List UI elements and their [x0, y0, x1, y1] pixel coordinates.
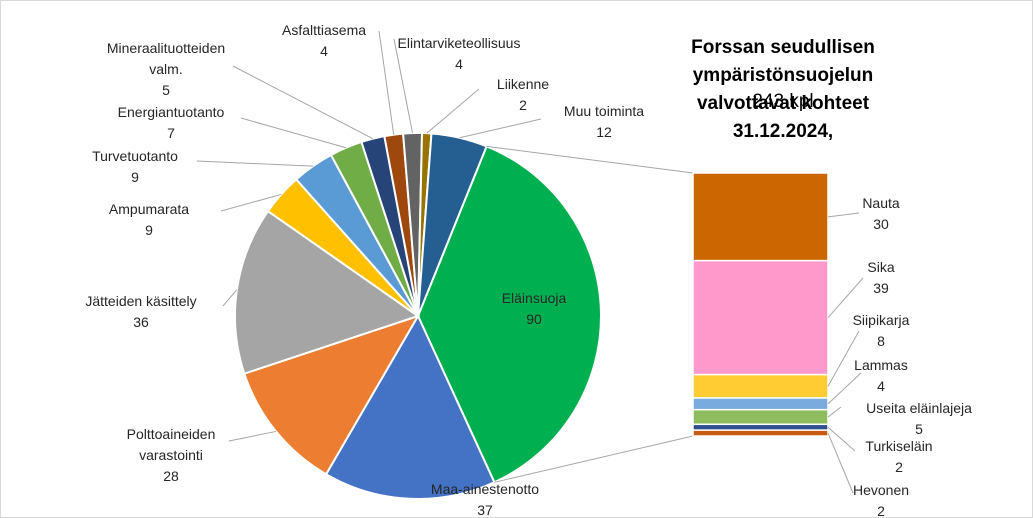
label-value: 4 [455, 56, 463, 72]
bar-segment [692, 172, 829, 262]
bar-label: Sika 39 [867, 257, 894, 299]
label-name: Lammas [854, 357, 908, 373]
bar-label: Useita eläinlajeja 5 [866, 398, 972, 440]
bar-label: Nauta 30 [862, 193, 899, 235]
label-value: 5 [915, 421, 923, 437]
leader-line [378, 30, 395, 135]
leader-line [827, 432, 854, 494]
label-name: Liikenne [496, 76, 550, 92]
bar-segment [692, 423, 829, 431]
leader-line [459, 118, 542, 139]
label-name: Turvetuotanto [92, 148, 178, 164]
leader-line [426, 88, 480, 134]
bar-label: Lammas 4 [854, 355, 908, 397]
pie-slice [243, 314, 421, 476]
label-name: Maa-ainestenotto [430, 481, 540, 497]
leader-line [222, 289, 238, 307]
leader-line [240, 117, 347, 149]
slice-label: Mineraalituotteiden valm. 5 [107, 38, 225, 101]
label-value: 36 [133, 314, 149, 330]
chart-subtitle: 243 kpl [752, 91, 814, 112]
leader-line [827, 372, 862, 405]
slice-label-inside: Eläinsuoja 90 [502, 288, 567, 330]
pie-slice [324, 313, 496, 500]
label-value: 37 [477, 502, 493, 518]
label-name: Hevonen [852, 482, 910, 498]
label-name: Sika [867, 259, 895, 275]
connector-line [486, 145, 694, 174]
slice-label: Elintarviketeollisuus 4 [398, 33, 521, 75]
label-value: 2 [877, 503, 885, 518]
label-value: 28 [163, 468, 179, 484]
bar-segment [692, 259, 829, 376]
connector-line [494, 435, 694, 483]
bar-segment [692, 408, 829, 426]
slice-label: Energiantuotanto 7 [118, 102, 225, 144]
bar-label: Turkiseläin 2 [865, 436, 932, 478]
label-name: Nauta [862, 195, 900, 211]
label-name: Mineraalituotteiden valm. [106, 40, 226, 77]
label-value: 7 [167, 125, 175, 141]
leader-line [232, 65, 374, 140]
label-name: Jätteiden käsittely [85, 293, 197, 309]
bar-segment [692, 429, 829, 437]
label-name: Turkiseläin [865, 438, 933, 454]
label-value: 4 [320, 43, 328, 59]
leader-line [196, 160, 313, 167]
bar-segment [692, 397, 829, 411]
label-value: 90 [526, 311, 542, 327]
label-value: 9 [145, 222, 153, 238]
slice-label: Jätteiden käsittely 36 [85, 291, 196, 333]
slice-label: Maa-ainestenotto 37 [430, 479, 540, 518]
label-value: 2 [895, 459, 903, 475]
label-name: Useita eläinlajeja [866, 400, 972, 416]
label-value: 30 [873, 216, 889, 232]
label-name: Energiantuotanto [117, 104, 225, 120]
label-value: 39 [873, 280, 889, 296]
label-name: Ampumarata [108, 201, 190, 217]
leader-line [827, 330, 860, 387]
bar-segment [692, 373, 829, 399]
slice-label: Polttoaineiden varastointi 28 [127, 424, 216, 487]
slice-label: Liikenne 2 [497, 74, 549, 116]
label-name: Muu toiminta [563, 103, 645, 119]
leader-line [827, 426, 856, 452]
slice-label: Ampumarata 9 [109, 199, 189, 241]
pie-slice [416, 145, 602, 484]
leader-line [228, 430, 277, 442]
leader-line [393, 38, 414, 134]
label-name: Siipikarja [852, 312, 910, 328]
bar-label: Siipikarja 8 [853, 310, 910, 352]
label-value: 12 [596, 124, 612, 140]
label-value: 8 [877, 333, 885, 349]
pie-slice [417, 132, 488, 317]
slice-label: Turvetuotanto 9 [92, 146, 178, 188]
label-value: 2 [519, 97, 527, 113]
slice-label: Muu toiminta 12 [564, 101, 644, 143]
bar-label: Hevonen 2 [852, 480, 910, 518]
leader-line [827, 277, 864, 318]
label-name: Eläinsuoja [501, 290, 567, 306]
label-name: Asfalttiasema [281, 22, 367, 38]
label-name: Elintarviketeollisuus [397, 35, 521, 51]
chart-title: Forssan seudullisen ympäristönsuojelun v… [691, 37, 875, 142]
label-name: Polttoaineiden varastointi [126, 426, 216, 463]
label-value: 9 [131, 169, 139, 185]
leader-line [220, 193, 282, 212]
slice-label: Asfalttiasema 4 [282, 20, 366, 62]
leader-line [827, 212, 860, 218]
label-value: 4 [877, 378, 885, 394]
label-value: 5 [162, 82, 170, 98]
leader-line [827, 406, 842, 418]
